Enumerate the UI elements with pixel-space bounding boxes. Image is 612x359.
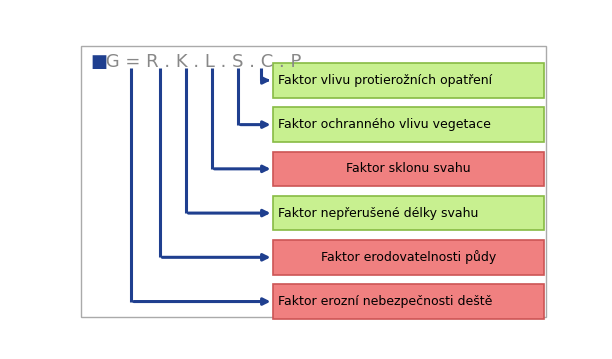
Text: Faktor nepřerušené délky svahu: Faktor nepřerušené délky svahu xyxy=(278,206,479,220)
Text: G = R . K . L . S . C . P: G = R . K . L . S . C . P xyxy=(100,53,302,71)
FancyBboxPatch shape xyxy=(274,284,543,319)
Text: Faktor ochranného vlivu vegetace: Faktor ochranného vlivu vegetace xyxy=(278,118,491,131)
FancyBboxPatch shape xyxy=(274,196,543,230)
Text: Faktor sklonu svahu: Faktor sklonu svahu xyxy=(346,162,471,175)
Text: ■: ■ xyxy=(91,53,108,71)
FancyBboxPatch shape xyxy=(274,63,543,98)
Text: Faktor vlivu protierožních opatření: Faktor vlivu protierožních opatření xyxy=(278,74,492,87)
Text: Faktor erodovatelnosti půdy: Faktor erodovatelnosti půdy xyxy=(321,250,496,264)
FancyBboxPatch shape xyxy=(274,151,543,186)
FancyBboxPatch shape xyxy=(274,240,543,275)
FancyBboxPatch shape xyxy=(274,107,543,142)
Text: Faktor erozní nebezpečnosti deště: Faktor erozní nebezpečnosti deště xyxy=(278,295,493,308)
